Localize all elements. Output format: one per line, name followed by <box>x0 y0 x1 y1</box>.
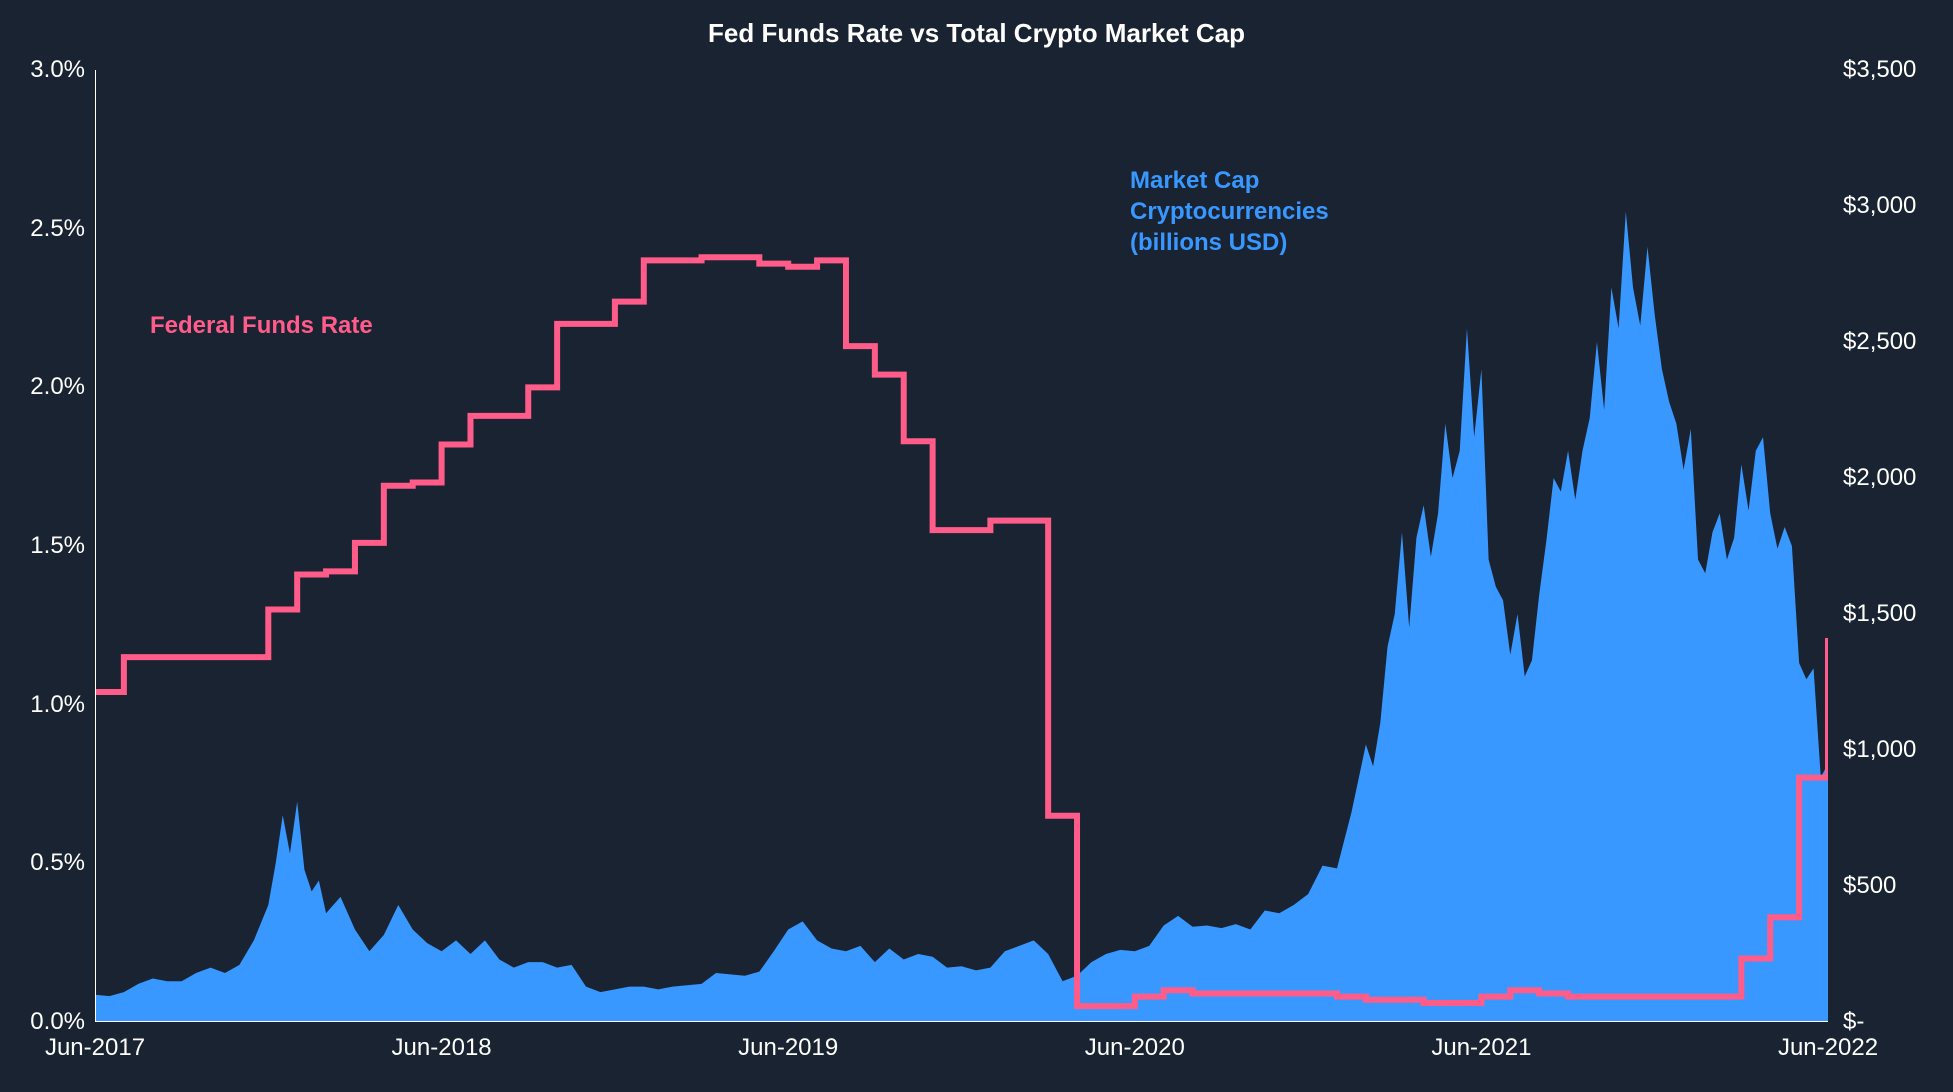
x-tick-label: Jun-2019 <box>738 1034 838 1062</box>
y-right-tick-label: $2,000 <box>1843 464 1953 492</box>
y-right-tick-label: $3,000 <box>1843 192 1953 220</box>
x-tick-label: Jun-2020 <box>1085 1034 1185 1062</box>
x-tick-label: Jun-2018 <box>392 1034 492 1062</box>
y-left-tick-label: 1.0% <box>0 691 85 719</box>
y-left-tick-label: 0.5% <box>0 849 85 877</box>
crypto-series-label: Market CapCryptocurrencies(billions USD) <box>1130 165 1329 259</box>
y-left-tick-label: 2.0% <box>0 373 85 401</box>
y-left-tick-label: 2.5% <box>0 215 85 243</box>
plot-area <box>95 70 1828 1022</box>
y-right-tick-label: $500 <box>1843 872 1953 900</box>
chart-container: Fed Funds Rate vs Total Crypto Market Ca… <box>0 0 1953 1092</box>
y-left-tick-label: 3.0% <box>0 56 85 84</box>
x-tick-label: Jun-2022 <box>1778 1034 1878 1062</box>
fed-funds-series-label: Federal Funds Rate <box>150 310 373 341</box>
y-right-tick-label: $1,000 <box>1843 736 1953 764</box>
x-tick-label: Jun-2021 <box>1431 1034 1531 1062</box>
y-right-tick-label: $- <box>1843 1008 1953 1036</box>
y-right-tick-label: $3,500 <box>1843 56 1953 84</box>
x-tick-label: Jun-2017 <box>45 1034 145 1062</box>
chart-svg <box>95 70 1828 1022</box>
y-left-tick-label: 1.5% <box>0 532 85 560</box>
y-left-tick-label: 0.0% <box>0 1008 85 1036</box>
chart-title: Fed Funds Rate vs Total Crypto Market Ca… <box>0 18 1953 49</box>
y-right-tick-label: $1,500 <box>1843 600 1953 628</box>
y-right-tick-label: $2,500 <box>1843 328 1953 356</box>
